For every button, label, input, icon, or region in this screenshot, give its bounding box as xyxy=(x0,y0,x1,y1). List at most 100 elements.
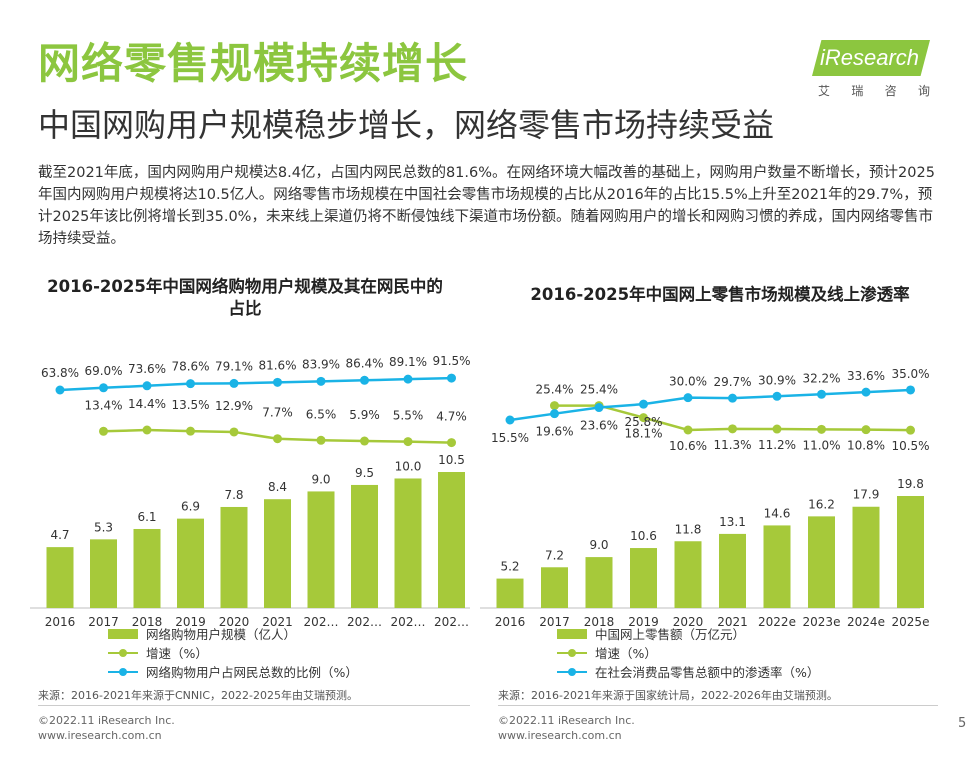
growth-label: 7.7% xyxy=(262,406,293,420)
logo-banner xyxy=(812,40,930,76)
ratio-label: 23.6% xyxy=(580,419,618,433)
ratio-label: 19.6% xyxy=(535,425,573,439)
bar-value-label: 10.6 xyxy=(630,529,657,543)
growth-label: 13.4% xyxy=(84,398,122,412)
bar xyxy=(852,506,880,608)
left-chart-legend: 网络购物用户规模（亿人） 增速（%） 网络购物用户占网民总数的比例（%） xyxy=(108,624,358,681)
bar xyxy=(264,499,291,608)
growth-label: 5.5% xyxy=(393,409,424,423)
legend-item-users: 网络购物用户规模（亿人） xyxy=(108,624,358,643)
ratio-point xyxy=(99,383,108,393)
growth-label: 25.4% xyxy=(580,383,618,397)
logo-sub-char: 艾 xyxy=(818,84,831,98)
bar xyxy=(394,478,422,608)
ratio-label: 69.0% xyxy=(84,364,122,378)
growth-label: 11.2% xyxy=(758,438,796,452)
growth-point xyxy=(229,427,239,437)
growth-point xyxy=(360,436,369,446)
bar xyxy=(674,541,702,608)
ratio-label: 25.8% xyxy=(624,415,662,429)
growth-label: 11.0% xyxy=(802,438,840,452)
ratio-label: 29.7% xyxy=(713,375,751,389)
right-source-note: 来源：2016-2021年来源于国家统计局，2022-2026年由艾瑞预测。 xyxy=(498,689,838,702)
growth-point xyxy=(99,426,108,436)
x-tick-label: 2020 xyxy=(673,615,704,629)
growth-point xyxy=(447,438,456,448)
logo-sub-char: 咨 xyxy=(884,84,897,98)
ratio-point xyxy=(817,389,826,399)
iresearch-logo: iResearch 艾 瑞 咨 询 xyxy=(812,40,932,102)
ratio-label: 30.9% xyxy=(758,373,796,387)
ratio-line xyxy=(59,376,452,392)
growth-label: 13.5% xyxy=(171,398,209,412)
ratio-point xyxy=(728,393,737,403)
legend-label: 网络购物用户占网民总数的比例（%） xyxy=(146,665,358,680)
growth-point xyxy=(403,437,413,447)
legend-swatch-line xyxy=(557,667,587,677)
bar-value-label: 8.4 xyxy=(268,480,287,494)
legend-item-growth: 增速（%） xyxy=(108,643,358,662)
legend-item-penetration: 在社会消费品零售总额中的渗透率（%） xyxy=(557,662,819,681)
bar xyxy=(719,533,746,608)
ratio-label: 81.6% xyxy=(258,358,296,372)
bar xyxy=(90,539,117,608)
legend-label: 网络购物用户规模（亿人） xyxy=(146,627,297,642)
bar-value-label: 9.0 xyxy=(589,538,608,552)
bar-value-label: 19.8 xyxy=(897,477,924,491)
left-chart-title: 2016-2025年中国网络购物用户规模及其在网民中的占比 xyxy=(47,277,443,318)
bar xyxy=(351,484,378,608)
legend-item-growth: 增速（%） xyxy=(557,643,819,662)
footer-right: ©2022.11 iResearch Inc. www.iresearch.co… xyxy=(498,713,635,743)
bar xyxy=(585,557,613,608)
x-tick-label: 2018 xyxy=(132,615,163,629)
ratio-point xyxy=(186,379,195,389)
ratio-label: 86.4% xyxy=(345,356,383,370)
legend-label: 增速（%） xyxy=(595,646,657,661)
website-link[interactable]: www.iresearch.com.cn xyxy=(498,729,622,742)
logo-wordmark: iResearch xyxy=(820,45,920,70)
bar xyxy=(630,548,657,608)
bar-value-label: 5.3 xyxy=(94,520,113,534)
x-tick-label: 2018 xyxy=(584,615,615,629)
ratio-point xyxy=(229,378,239,388)
logo-sub-char: 瑞 xyxy=(851,84,864,98)
divider xyxy=(498,705,938,706)
x-tick-label: 2017 xyxy=(539,615,570,629)
growth-point xyxy=(772,424,782,434)
ratio-point xyxy=(683,393,693,403)
ratio-point xyxy=(861,387,871,397)
bar xyxy=(177,518,204,608)
bar-value-label: 14.6 xyxy=(764,506,791,520)
ratio-label: 32.2% xyxy=(802,371,840,385)
legend-item-retail: 中国网上零售额（万亿元） xyxy=(557,624,819,643)
website-link[interactable]: www.iresearch.com.cn xyxy=(38,729,162,742)
bar xyxy=(438,472,465,608)
bar-value-label: 13.1 xyxy=(719,515,746,529)
legend-swatch-line xyxy=(557,648,587,658)
ratio-point xyxy=(55,385,65,395)
x-tick-label: 2016 xyxy=(45,615,76,629)
users-chart: 4.7 5.3 6.1 6.9 7.8 8.4 9.0 9.5 10.0 10.5 2016 2017… xyxy=(30,354,471,629)
bar xyxy=(133,528,161,608)
divider xyxy=(38,705,470,706)
bar xyxy=(307,491,335,608)
bar xyxy=(541,567,568,608)
ratio-point xyxy=(142,381,152,391)
growth-point xyxy=(142,425,152,435)
ratio-label: 73.6% xyxy=(128,362,166,376)
x-tick-label: 2021 xyxy=(717,615,748,629)
legend-item-ratio: 网络购物用户占网民总数的比例（%） xyxy=(108,662,358,681)
bar-value-label: 11.8 xyxy=(675,522,702,536)
bar-value-label: 6.9 xyxy=(181,500,200,514)
ratio-label: 63.8% xyxy=(41,366,79,380)
ratio-point xyxy=(447,373,456,383)
ratio-line xyxy=(509,388,911,422)
x-tick-label: 2022e xyxy=(758,615,796,629)
ratio-label: 33.6% xyxy=(847,369,885,383)
ratio-label: 15.5% xyxy=(491,431,529,445)
growth-point xyxy=(728,424,737,434)
bar-value-label: 5.2 xyxy=(500,560,519,574)
legend-swatch-bar xyxy=(557,628,587,639)
bar xyxy=(808,516,835,608)
growth-label: 12.9% xyxy=(215,399,253,413)
